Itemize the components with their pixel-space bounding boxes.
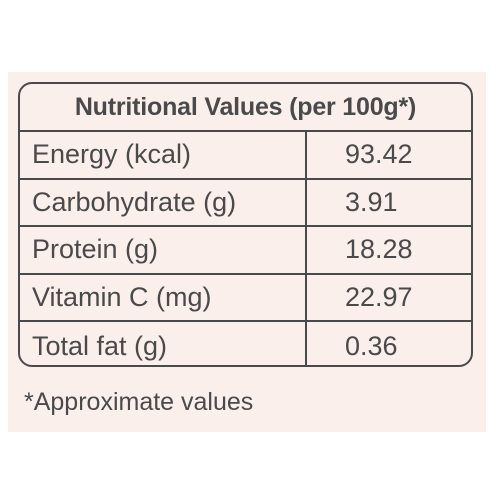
footnote: *Approximate values <box>24 388 254 416</box>
nutrient-label: Energy (kcal) <box>20 132 307 178</box>
nutrition-panel: Nutritional Values (per 100g*) Energy (k… <box>8 72 486 432</box>
nutrient-value: 3.91 <box>345 186 398 217</box>
nutrient-value: 22.97 <box>345 282 413 313</box>
table-row: Protein (g) 18.28 <box>20 227 471 275</box>
nutrient-label: Vitamin C (mg) <box>20 274 307 321</box>
nutrient-label: Total fat (g) <box>20 322 307 365</box>
nutrient-value: 0.36 <box>345 330 398 361</box>
table-row: Vitamin C (mg) 22.97 <box>20 274 471 323</box>
nutrient-label: Carbohydrate (g) <box>20 179 307 226</box>
nutrition-table: Nutritional Values (per 100g*) Energy (k… <box>18 82 473 367</box>
nutrient-value: 93.42 <box>345 139 413 170</box>
table-row: Total fat (g) 0.36 <box>20 322 471 365</box>
table-row: Energy (kcal) 93.42 <box>20 132 471 180</box>
nutrient-value: 18.28 <box>345 234 413 265</box>
nutrient-label: Protein (g) <box>20 227 307 273</box>
table-title: Nutritional Values (per 100g*) <box>20 84 471 132</box>
table-row: Carbohydrate (g) 3.91 <box>20 179 471 228</box>
